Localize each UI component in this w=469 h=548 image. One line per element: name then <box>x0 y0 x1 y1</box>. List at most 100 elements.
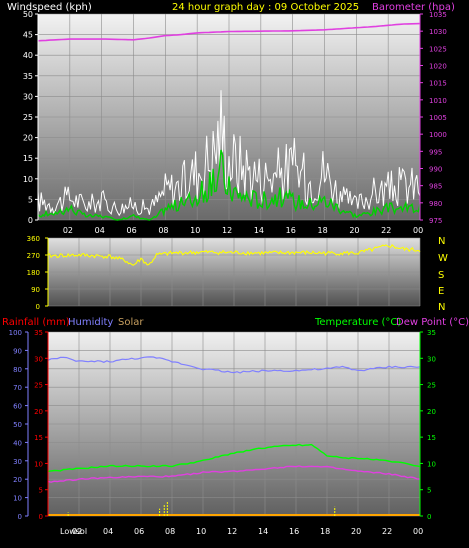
wind-tick-label: 15 <box>23 154 33 163</box>
temperature-line <box>47 443 421 472</box>
x-tick-label: 22 <box>381 226 391 235</box>
temperature-tick-label: 20 <box>427 408 436 416</box>
direction-tick-label: 90 <box>31 286 40 294</box>
wind-tick-label: 35 <box>23 72 33 81</box>
barometer-tick-label: 990 <box>429 166 442 174</box>
barometer-tick-label: 985 <box>429 183 442 191</box>
compass-label: N <box>438 236 445 247</box>
temperature-title: Temperature (°C) <box>314 317 401 328</box>
rainfall-tick-label: 15 <box>34 434 43 442</box>
dewpoint-title: Dew Point (°C) <box>396 317 469 328</box>
barometer-tick-label: 1035 <box>429 11 447 19</box>
x-tick-label: 14 <box>258 527 268 536</box>
wind-tick-label: 25 <box>23 113 33 122</box>
humidity-tick-label: 60 <box>13 403 22 411</box>
barometer-title: Barometer (hpa) <box>372 2 455 13</box>
x-tick-label: 02 <box>63 226 73 235</box>
x-tick-label: 16 <box>286 226 296 235</box>
wind-average-line <box>37 149 421 221</box>
temperature-tick-label: 0 <box>427 513 431 521</box>
x-tick-label: 06 <box>134 527 144 536</box>
barometer-tick-label: 995 <box>429 148 442 156</box>
compass-label: E <box>438 286 444 297</box>
humidity-tick-label: 0 <box>18 513 22 521</box>
compass-label: S <box>438 270 444 281</box>
barometer-tick-label: 1015 <box>429 80 447 88</box>
rainfall-tick-label: 25 <box>34 382 43 390</box>
x-tick-label: 14 <box>254 226 264 235</box>
dewpoint-line <box>47 465 421 483</box>
humidity-tick-label: 80 <box>13 366 22 374</box>
rainfall-tick-label: 20 <box>34 408 43 416</box>
temperature-tick-label: 10 <box>427 460 436 468</box>
solar-title: Solar <box>118 317 144 328</box>
lowsol-label: Lowsol <box>60 527 87 536</box>
compass-label: W <box>438 253 448 264</box>
wind-gust-line <box>37 90 421 217</box>
humidity-title: Humidity <box>68 317 113 328</box>
x-tick-label: 16 <box>289 527 299 536</box>
direction-tick-label: 180 <box>27 269 40 277</box>
rainfall-tick-label: 10 <box>34 460 43 468</box>
barometer-tick-label: 975 <box>429 217 442 225</box>
rainfall-tick-label: 0 <box>39 513 43 521</box>
direction-tick-label: 360 <box>27 235 40 243</box>
wind-barometer-panel: 0510152025303540455097598098599099510001… <box>23 10 447 235</box>
rainfall-tick-label: 5 <box>39 487 43 495</box>
x-tick-label: 20 <box>351 527 361 536</box>
direction-tick-label: 0 <box>36 303 40 311</box>
wind-tick-label: 10 <box>23 175 33 184</box>
x-tick-label: 18 <box>318 226 328 235</box>
temperature-tick-label: 5 <box>427 487 431 495</box>
wind-tick-label: 0 <box>28 216 33 225</box>
barometer-tick-label: 1030 <box>429 28 447 36</box>
x-tick-label: 04 <box>103 527 113 536</box>
wind-tick-label: 45 <box>23 31 33 40</box>
wind-direction-line <box>47 244 421 266</box>
x-tick-label: 18 <box>320 527 330 536</box>
temperature-tick-label: 30 <box>427 355 436 363</box>
wind-tick-label: 5 <box>28 195 33 204</box>
x-tick-label: 02 <box>72 527 82 536</box>
x-tick-label: 00 <box>413 226 423 235</box>
humidity-tick-label: 10 <box>13 495 22 503</box>
x-tick-label: 10 <box>190 226 200 235</box>
humidity-tick-label: 50 <box>13 421 22 429</box>
humidity-tick-label: 20 <box>13 476 22 484</box>
rainfall-tick-label: 35 <box>34 329 43 337</box>
barometer-line <box>37 22 421 42</box>
x-tick-label: 20 <box>349 226 359 235</box>
barometer-tick-label: 980 <box>429 200 442 208</box>
humidity-tick-label: 100 <box>9 329 22 337</box>
temperature-tick-label: 25 <box>427 382 436 390</box>
temperature-tick-label: 35 <box>427 329 436 337</box>
barometer-tick-label: 1025 <box>429 45 447 53</box>
wind-tick-label: 40 <box>23 51 33 60</box>
rainfall-tick-label: 30 <box>34 355 43 363</box>
rainfall-title: Rainfall (mm) <box>2 317 70 328</box>
humidity-tick-label: 90 <box>13 347 22 355</box>
x-tick-label: 08 <box>165 527 175 536</box>
x-tick-label: 12 <box>222 226 232 235</box>
x-tick-label: 12 <box>227 527 237 536</box>
barometer-tick-label: 1000 <box>429 131 447 139</box>
temperature-humidity-panel: 0102030405060708090100051015202530350510… <box>9 329 436 536</box>
compass-label: N <box>438 302 445 313</box>
wind-tick-label: 30 <box>23 92 33 101</box>
temperature-tick-label: 15 <box>427 434 436 442</box>
x-tick-label: 22 <box>382 527 392 536</box>
x-tick-label: 04 <box>95 226 105 235</box>
date-title: 24 hour graph day : 09 October 2025 <box>172 2 359 13</box>
humidity-tick-label: 70 <box>13 384 22 392</box>
x-tick-label: 06 <box>127 226 137 235</box>
direction-tick-label: 270 <box>27 252 40 260</box>
barometer-tick-label: 1010 <box>429 97 447 105</box>
humidity-line <box>47 356 421 374</box>
barometer-tick-label: 1020 <box>429 63 447 71</box>
x-tick-label: 00 <box>413 527 423 536</box>
wind-tick-label: 20 <box>23 134 33 143</box>
humidity-tick-label: 40 <box>13 439 22 447</box>
